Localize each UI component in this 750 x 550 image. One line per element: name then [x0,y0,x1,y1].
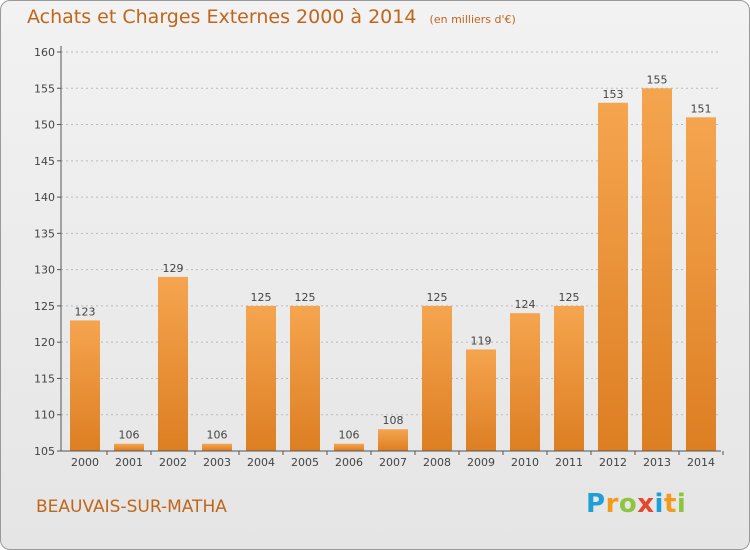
bar [466,349,496,451]
bar [422,305,452,451]
y-tick-label: 105 [34,445,55,458]
y-tick-label: 160 [34,46,55,59]
y-tick-label: 110 [34,409,55,422]
x-tick-label: 2003 [203,456,231,469]
x-tick-label: 2012 [599,456,627,469]
y-tick-label: 115 [34,372,55,385]
logo-letter: r [605,489,619,519]
x-tick-label: 2004 [247,456,275,469]
bar [686,117,716,452]
x-tick-label: 2002 [159,456,187,469]
x-tick-label: 2011 [555,456,583,469]
x-tick-label: 2008 [423,456,451,469]
x-tick-label: 2005 [291,456,319,469]
bar [378,429,408,451]
title-row: Achats et Charges Externes 2000 à 2014 (… [27,6,516,28]
chart-subtitle: (en milliers d'€) [429,13,516,26]
bar [598,102,628,452]
y-tick-label: 150 [34,119,55,132]
bar [642,88,672,451]
x-tick-label: 2014 [687,456,715,469]
commune-name: BEAUVAIS-SUR-MATHA [36,497,227,517]
x-tick-label: 2000 [71,456,99,469]
bars [70,88,716,452]
logo-letter: t [663,489,677,519]
bar [202,443,232,451]
data-label: 125 [427,291,448,304]
data-label: 155 [647,73,668,86]
data-label: 124 [515,298,536,311]
data-label: 125 [559,291,580,304]
y-tick-label: 140 [34,191,55,204]
bar [114,443,144,451]
x-tick-label: 2007 [379,456,407,469]
data-label: 151 [691,102,712,115]
logo-letter: P [586,489,606,519]
bar [158,276,188,451]
x-tick-label: 2001 [115,456,143,469]
y-tick-label: 155 [34,82,55,95]
axes [57,46,724,455]
logo-letter: i [654,489,664,519]
data-label: 106 [119,429,140,442]
data-label: 125 [295,291,316,304]
data-label: 119 [471,334,492,347]
y-tick-label: 125 [34,300,55,313]
bar [70,320,100,451]
x-tick-label: 2006 [335,456,363,469]
bar [246,305,276,451]
x-tick-label: 2009 [467,456,495,469]
bar [290,305,320,451]
data-label: 108 [383,414,404,427]
bar [334,443,364,451]
y-tick-label: 145 [34,155,55,168]
labels: 105 110 115 120 125 130 135 140 145 150 155 160 123 2… [34,46,715,469]
data-label: 106 [207,429,228,442]
data-label: 125 [251,291,272,304]
y-tick-label: 135 [34,227,55,240]
chart-title: Achats et Charges Externes 2000 à 2014 [27,6,417,28]
x-tick-label: 2010 [511,456,539,469]
logo-letter: i [676,489,687,519]
x-tick-label: 2013 [643,456,671,469]
bar [510,313,540,451]
y-tick-label: 120 [34,336,55,349]
data-label: 123 [75,305,96,318]
logo-letter: x [637,489,655,519]
data-label: 129 [163,262,184,275]
bar [554,305,584,451]
proxiti-logo: Proxiti [586,489,686,519]
data-label: 153 [603,88,624,101]
data-label: 106 [339,429,360,442]
y-tick-label: 130 [34,264,55,277]
logo-letter: o [618,489,638,519]
